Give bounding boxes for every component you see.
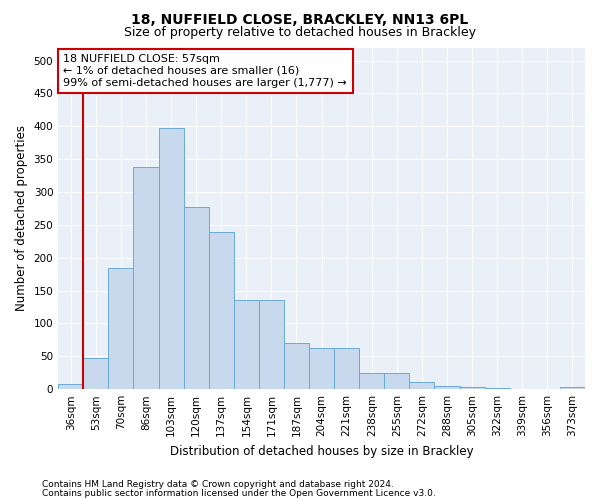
Bar <box>409 382 434 389</box>
Bar <box>535 388 560 389</box>
Bar <box>385 373 409 389</box>
Bar <box>334 348 359 389</box>
Bar <box>510 388 535 389</box>
Text: Contains public sector information licensed under the Open Government Licence v3: Contains public sector information licen… <box>42 488 436 498</box>
Bar <box>309 348 334 389</box>
X-axis label: Distribution of detached houses by size in Brackley: Distribution of detached houses by size … <box>170 444 473 458</box>
Bar <box>209 232 234 389</box>
Bar <box>434 386 460 389</box>
Text: 18 NUFFIELD CLOSE: 57sqm
← 1% of detached houses are smaller (16)
99% of semi-de: 18 NUFFIELD CLOSE: 57sqm ← 1% of detache… <box>64 54 347 88</box>
Bar <box>359 373 385 389</box>
Bar <box>259 300 284 389</box>
Text: 18, NUFFIELD CLOSE, BRACKLEY, NN13 6PL: 18, NUFFIELD CLOSE, BRACKLEY, NN13 6PL <box>131 12 469 26</box>
Text: Size of property relative to detached houses in Brackley: Size of property relative to detached ho… <box>124 26 476 39</box>
Bar <box>109 268 133 389</box>
Bar <box>485 388 510 389</box>
Bar <box>133 167 158 389</box>
Bar <box>234 300 259 389</box>
Bar <box>560 387 585 389</box>
Bar <box>460 387 485 389</box>
Bar <box>158 128 184 389</box>
Bar <box>83 358 109 389</box>
Bar <box>284 343 309 389</box>
Bar <box>184 207 209 389</box>
Bar <box>58 384 83 389</box>
Y-axis label: Number of detached properties: Number of detached properties <box>15 126 28 312</box>
Text: Contains HM Land Registry data © Crown copyright and database right 2024.: Contains HM Land Registry data © Crown c… <box>42 480 394 489</box>
